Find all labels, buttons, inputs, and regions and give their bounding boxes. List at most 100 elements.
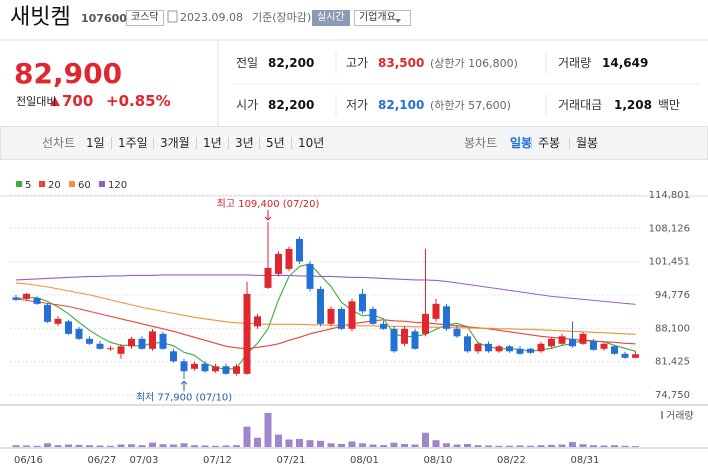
volume-bar	[107, 445, 114, 447]
legend-swatch	[39, 181, 45, 187]
candle-body	[275, 253, 282, 274]
quote-value: 14,649	[602, 56, 649, 70]
volume-bar	[632, 446, 639, 447]
candle-body	[170, 351, 177, 362]
x-tick-label: 08/22	[497, 455, 526, 466]
x-tick-label: 08/01	[350, 455, 379, 466]
volume-bar	[54, 445, 62, 447]
ma-line	[15, 263, 636, 370]
volume-bar	[485, 445, 492, 447]
annotation-arrow	[264, 209, 272, 221]
candle-body	[369, 308, 377, 324]
tab[interactable]: 3년	[228, 137, 254, 149]
overview-button[interactable]: 기업개요	[354, 10, 411, 26]
volume-bar	[579, 444, 587, 447]
tab[interactable]: 주봉	[531, 137, 560, 149]
quote-label: 고가	[346, 56, 369, 70]
candle-body	[474, 343, 482, 352]
legend-label: 20	[48, 180, 61, 191]
volume-legend: 거래량	[666, 410, 694, 422]
candle-body	[590, 341, 597, 350]
candle-body	[33, 297, 41, 304]
volume-bar	[621, 445, 629, 447]
candle-body	[600, 343, 608, 349]
volume-bar	[401, 443, 408, 447]
basis: 기준(장마감)	[252, 11, 312, 24]
tab[interactable]: 10년	[291, 137, 324, 149]
tab[interactable]: 1주일	[111, 137, 148, 149]
volume-bar	[264, 412, 272, 447]
volume-bar	[222, 445, 230, 447]
y-tick-label: 81,425	[655, 357, 690, 368]
candle-body	[233, 366, 240, 374]
candle-body	[306, 263, 314, 289]
annotation-high: 최고 109,400 (07/20)	[217, 198, 320, 210]
volume-bar	[348, 441, 356, 447]
tab[interactable]: 월봉	[569, 137, 598, 149]
candle-body	[212, 366, 219, 372]
candle-body	[86, 338, 93, 344]
volume-bar	[569, 442, 576, 447]
candle-body	[107, 348, 114, 350]
candle-body	[611, 346, 618, 354]
candle-body	[390, 328, 398, 352]
candle-body	[296, 238, 303, 262]
tab-label: 선차트	[42, 136, 76, 150]
tab[interactable]: 일봉	[510, 136, 533, 150]
volume-bar	[44, 443, 51, 447]
quote-note: (하한가 57,600)	[430, 99, 511, 112]
candle-body	[201, 363, 209, 372]
candle-body	[338, 308, 345, 329]
x-tick-label: 06/27	[88, 455, 117, 466]
candle-body	[621, 353, 629, 358]
volume-bar	[180, 443, 188, 447]
candle-body	[191, 363, 198, 369]
volume-bar	[558, 444, 566, 447]
quote-value: 1,208	[614, 98, 652, 112]
legend-label: 120	[108, 180, 127, 191]
volume-bar	[443, 443, 450, 447]
quote-value: 82,100	[378, 98, 425, 112]
candle-body	[75, 328, 83, 339]
x-tick-label: 07/12	[203, 455, 232, 466]
tab[interactable]: 3개월	[153, 137, 190, 149]
legend-label: 5	[25, 180, 31, 191]
tab[interactable]: 1일	[86, 136, 105, 150]
change: 700	[62, 92, 94, 110]
candle-body	[632, 354, 639, 358]
volume-bar	[65, 444, 72, 447]
candle-body	[138, 338, 146, 349]
volume-bar	[338, 443, 345, 447]
volume-bar	[170, 444, 177, 447]
quote-note: (상한가 106,800)	[430, 57, 518, 70]
candle-body	[422, 313, 429, 334]
quote-value: 82,200	[268, 98, 315, 112]
volume-legend-mark	[661, 411, 663, 419]
volume-bar	[516, 445, 524, 447]
volume-bar	[138, 445, 146, 447]
volume-bar	[117, 444, 125, 447]
volume-bar	[285, 439, 293, 447]
realtime-button[interactable]: 실시간	[312, 10, 350, 26]
quote-label: 시가	[236, 98, 259, 112]
candle-body	[443, 306, 450, 329]
quote-value: 82,200	[268, 56, 315, 70]
candle-body	[453, 328, 461, 337]
candle-body	[348, 301, 356, 329]
volume-bar	[23, 445, 30, 447]
candle-body	[12, 297, 20, 300]
quote-value: 83,500	[378, 56, 425, 70]
ma-line	[15, 274, 636, 305]
tab[interactable]: 5년	[259, 137, 285, 149]
volume-bar	[474, 445, 482, 447]
candle-body	[128, 338, 135, 347]
volume-bar	[506, 445, 513, 447]
candle-body	[54, 318, 62, 324]
tab[interactable]: 1년	[196, 137, 222, 149]
volume-bar	[537, 445, 545, 447]
volume-bar	[369, 444, 377, 447]
y-tick-label: 114,801	[649, 190, 690, 201]
volume-bar	[411, 444, 419, 447]
volume-bar	[96, 445, 104, 447]
